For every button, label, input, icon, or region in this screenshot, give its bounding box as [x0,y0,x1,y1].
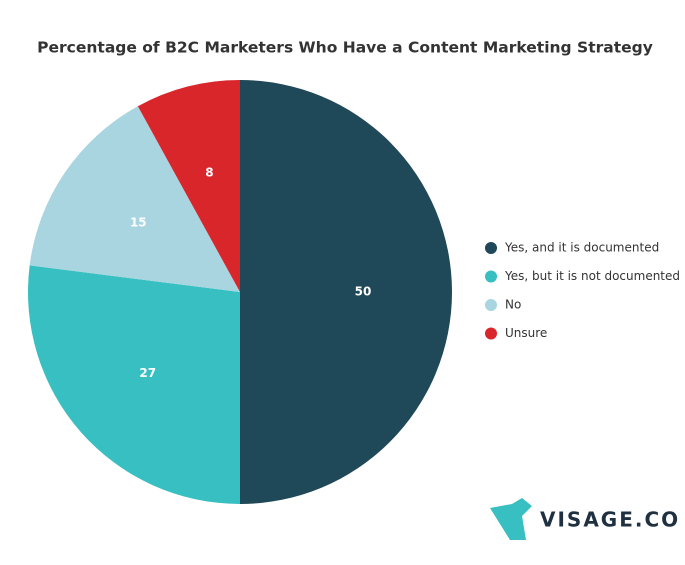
brand-text: VISAGE.CO [540,508,680,532]
pie-slice [137,80,240,292]
pie-slice [240,80,452,504]
legend-label: No [505,298,521,312]
chart-title: Percentage of B2C Marketers Who Have a C… [37,39,653,57]
value-label: 50 [355,285,372,299]
pie-slice [27,265,240,504]
value-label: 8 [205,165,213,179]
legend-marker [485,270,497,283]
legend-label: Yes, and it is documented [504,241,659,255]
legend-marker [485,327,497,340]
legend-marker [485,299,497,311]
logo: VISAGE.CO [490,498,680,540]
legend-label: Unsure [505,326,547,340]
value-label: 15 [130,215,147,229]
legend-label: Yes, but it is not documented [504,269,680,283]
pie-slice [29,106,241,292]
value-label: 27 [139,366,156,380]
logo-icon [490,498,532,540]
legend-marker [485,242,497,254]
